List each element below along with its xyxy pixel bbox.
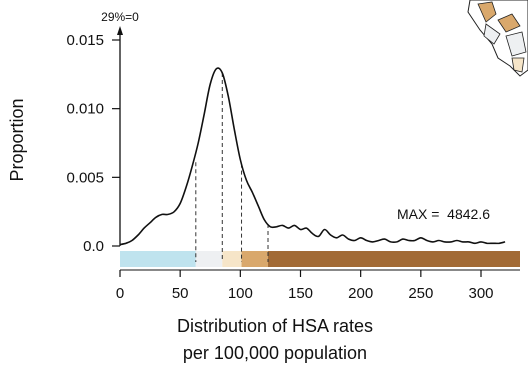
x-axis-title-line1: Distribution of HSA rates	[177, 316, 373, 336]
range-band	[222, 251, 242, 267]
y-tick-label: 0.005	[66, 169, 104, 186]
x-axis-title-line2: per 100,000 population	[183, 343, 367, 363]
map-inset-region-tan	[477, 1, 497, 23]
y-axis-title: Proportion	[7, 98, 27, 181]
x-tick-label: 300	[468, 285, 493, 302]
range-band	[241, 251, 269, 267]
range-band	[120, 251, 196, 267]
density-curve	[119, 67, 506, 246]
range-band	[195, 251, 223, 267]
x-tick-label: 50	[172, 285, 189, 302]
y-axis-arrow	[117, 26, 123, 35]
range-bands	[120, 251, 520, 267]
x-tick-label: 100	[228, 285, 253, 302]
y-tick-label: 0.0	[83, 238, 104, 255]
x-tick-label: 200	[348, 285, 373, 302]
x-axis-ticks: 0 50 100 150 200 250 300	[116, 269, 520, 302]
y-tick-label: 0.010	[66, 101, 104, 118]
map-inset-region-gray-2	[505, 31, 527, 57]
top-note: 29%=0	[101, 10, 139, 24]
max-annotation: MAX = 4842.6	[397, 206, 490, 222]
x-tick-label: 250	[408, 285, 433, 302]
y-axis-ticks: 0.0 0.005 0.010 0.015	[66, 32, 120, 255]
map-inset	[467, 0, 528, 77]
range-band	[268, 251, 520, 267]
x-tick-label: 0	[116, 285, 124, 302]
map-inset-region-light	[511, 57, 525, 73]
map-inset-region-tan-2	[497, 13, 521, 33]
y-tick-label: 0.015	[66, 32, 104, 49]
x-tick-label: 150	[288, 285, 313, 302]
map-inset-region-gray	[483, 23, 501, 45]
quantile-cut-lines	[195, 72, 269, 262]
